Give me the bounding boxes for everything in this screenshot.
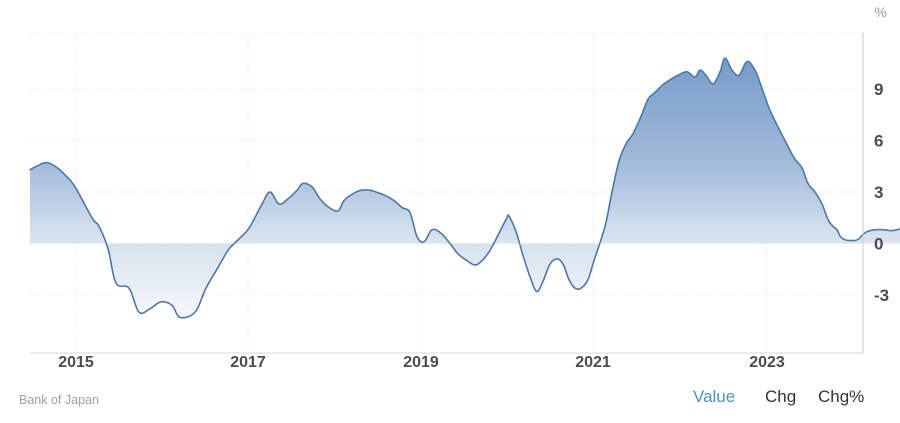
svg-text:0: 0 <box>874 235 883 254</box>
svg-text:2015: 2015 <box>58 354 94 371</box>
svg-text:9: 9 <box>874 80 883 99</box>
svg-text:6: 6 <box>874 132 883 151</box>
svg-text:2023: 2023 <box>749 354 785 371</box>
svg-text:2017: 2017 <box>230 354 266 371</box>
svg-text:2021: 2021 <box>575 354 611 371</box>
svg-text:2019: 2019 <box>403 354 439 371</box>
svg-text:-3: -3 <box>874 286 889 305</box>
svg-text:3: 3 <box>874 183 883 202</box>
